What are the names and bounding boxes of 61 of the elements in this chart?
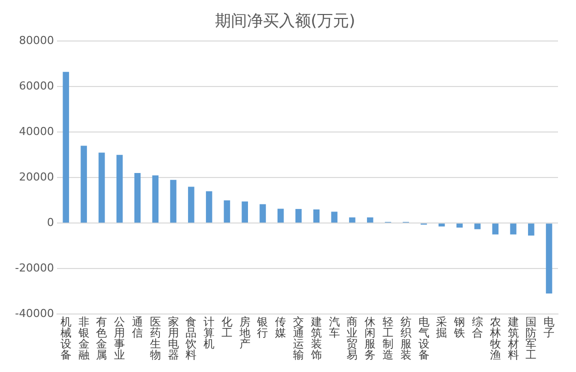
bar [80,146,87,223]
bar [331,212,338,223]
bar [152,175,159,223]
bar [206,191,212,223]
y-tick-label: 40000 [18,124,54,138]
bar [98,152,105,223]
x-tick-label: 建筑装饰 [310,315,322,362]
x-tick-label: 采掘 [436,315,448,340]
bar [295,208,302,223]
x-tick-label: 机械设备 [60,315,72,362]
bar [278,208,284,223]
y-tick-label: 60000 [18,80,54,93]
x-tick-label: 交通运输 [293,315,304,362]
x-tick-label: 电子 [544,315,555,340]
x-tick-label: 化工 [221,315,232,340]
y-tick-label: 80000 [18,34,54,48]
y-tick-label: -40000 [14,306,54,320]
x-tick-label: 银行 [256,315,268,340]
x-tick-label: 计算机 [204,315,215,350]
x-tick-label: 汽车 [328,315,340,340]
x-tick-label: 轻工制造 [382,315,394,362]
bar [528,224,534,236]
y-tick-label: 20000 [18,170,54,184]
x-tick-label: 建筑材料 [506,315,519,362]
bar [456,224,463,228]
bar [546,224,552,294]
bar [474,224,481,230]
bar [510,224,516,234]
x-tick-label: 钢铁 [453,315,466,340]
x-tick-label: 传媒 [275,315,286,340]
chart-title: 期间净买入额(万元) [214,10,356,30]
x-tick-label: 商业贸易 [346,315,358,362]
bar [492,224,498,234]
bar [188,186,194,223]
x-tick-label: 休闲服务 [364,315,376,362]
x-tick-label: 有色金属 [96,315,108,362]
y-tick-label: 0 [46,216,54,229]
x-tick-label: 公用事业 [114,315,126,362]
x-tick-label: 农林牧渔 [488,315,501,362]
bar [134,173,141,223]
y-tick-label: -20000 [14,261,54,274]
bar [260,204,266,223]
x-tick-label: 房地产 [238,315,250,350]
x-tick-label: 国防军工 [526,315,537,362]
x-tick-label: 非银金融 [77,315,90,362]
bar [438,224,445,226]
x-tick-label: 家用电器 [168,315,179,362]
x-tick-label: 通信 [132,315,143,340]
x-tick-label: 医药生物 [150,315,161,362]
bar [313,209,320,223]
bar [116,154,123,223]
bar [62,72,70,223]
x-tick-label: 纺织服装 [400,315,412,362]
bar [224,200,230,223]
x-tick-label: 食品饮料 [184,315,197,362]
bar [366,217,374,223]
x-tick-label: 综合 [472,315,483,340]
bar [170,180,176,223]
bar [242,201,248,223]
x-tick-label: 电气设备 [418,315,430,362]
bar [349,217,356,223]
